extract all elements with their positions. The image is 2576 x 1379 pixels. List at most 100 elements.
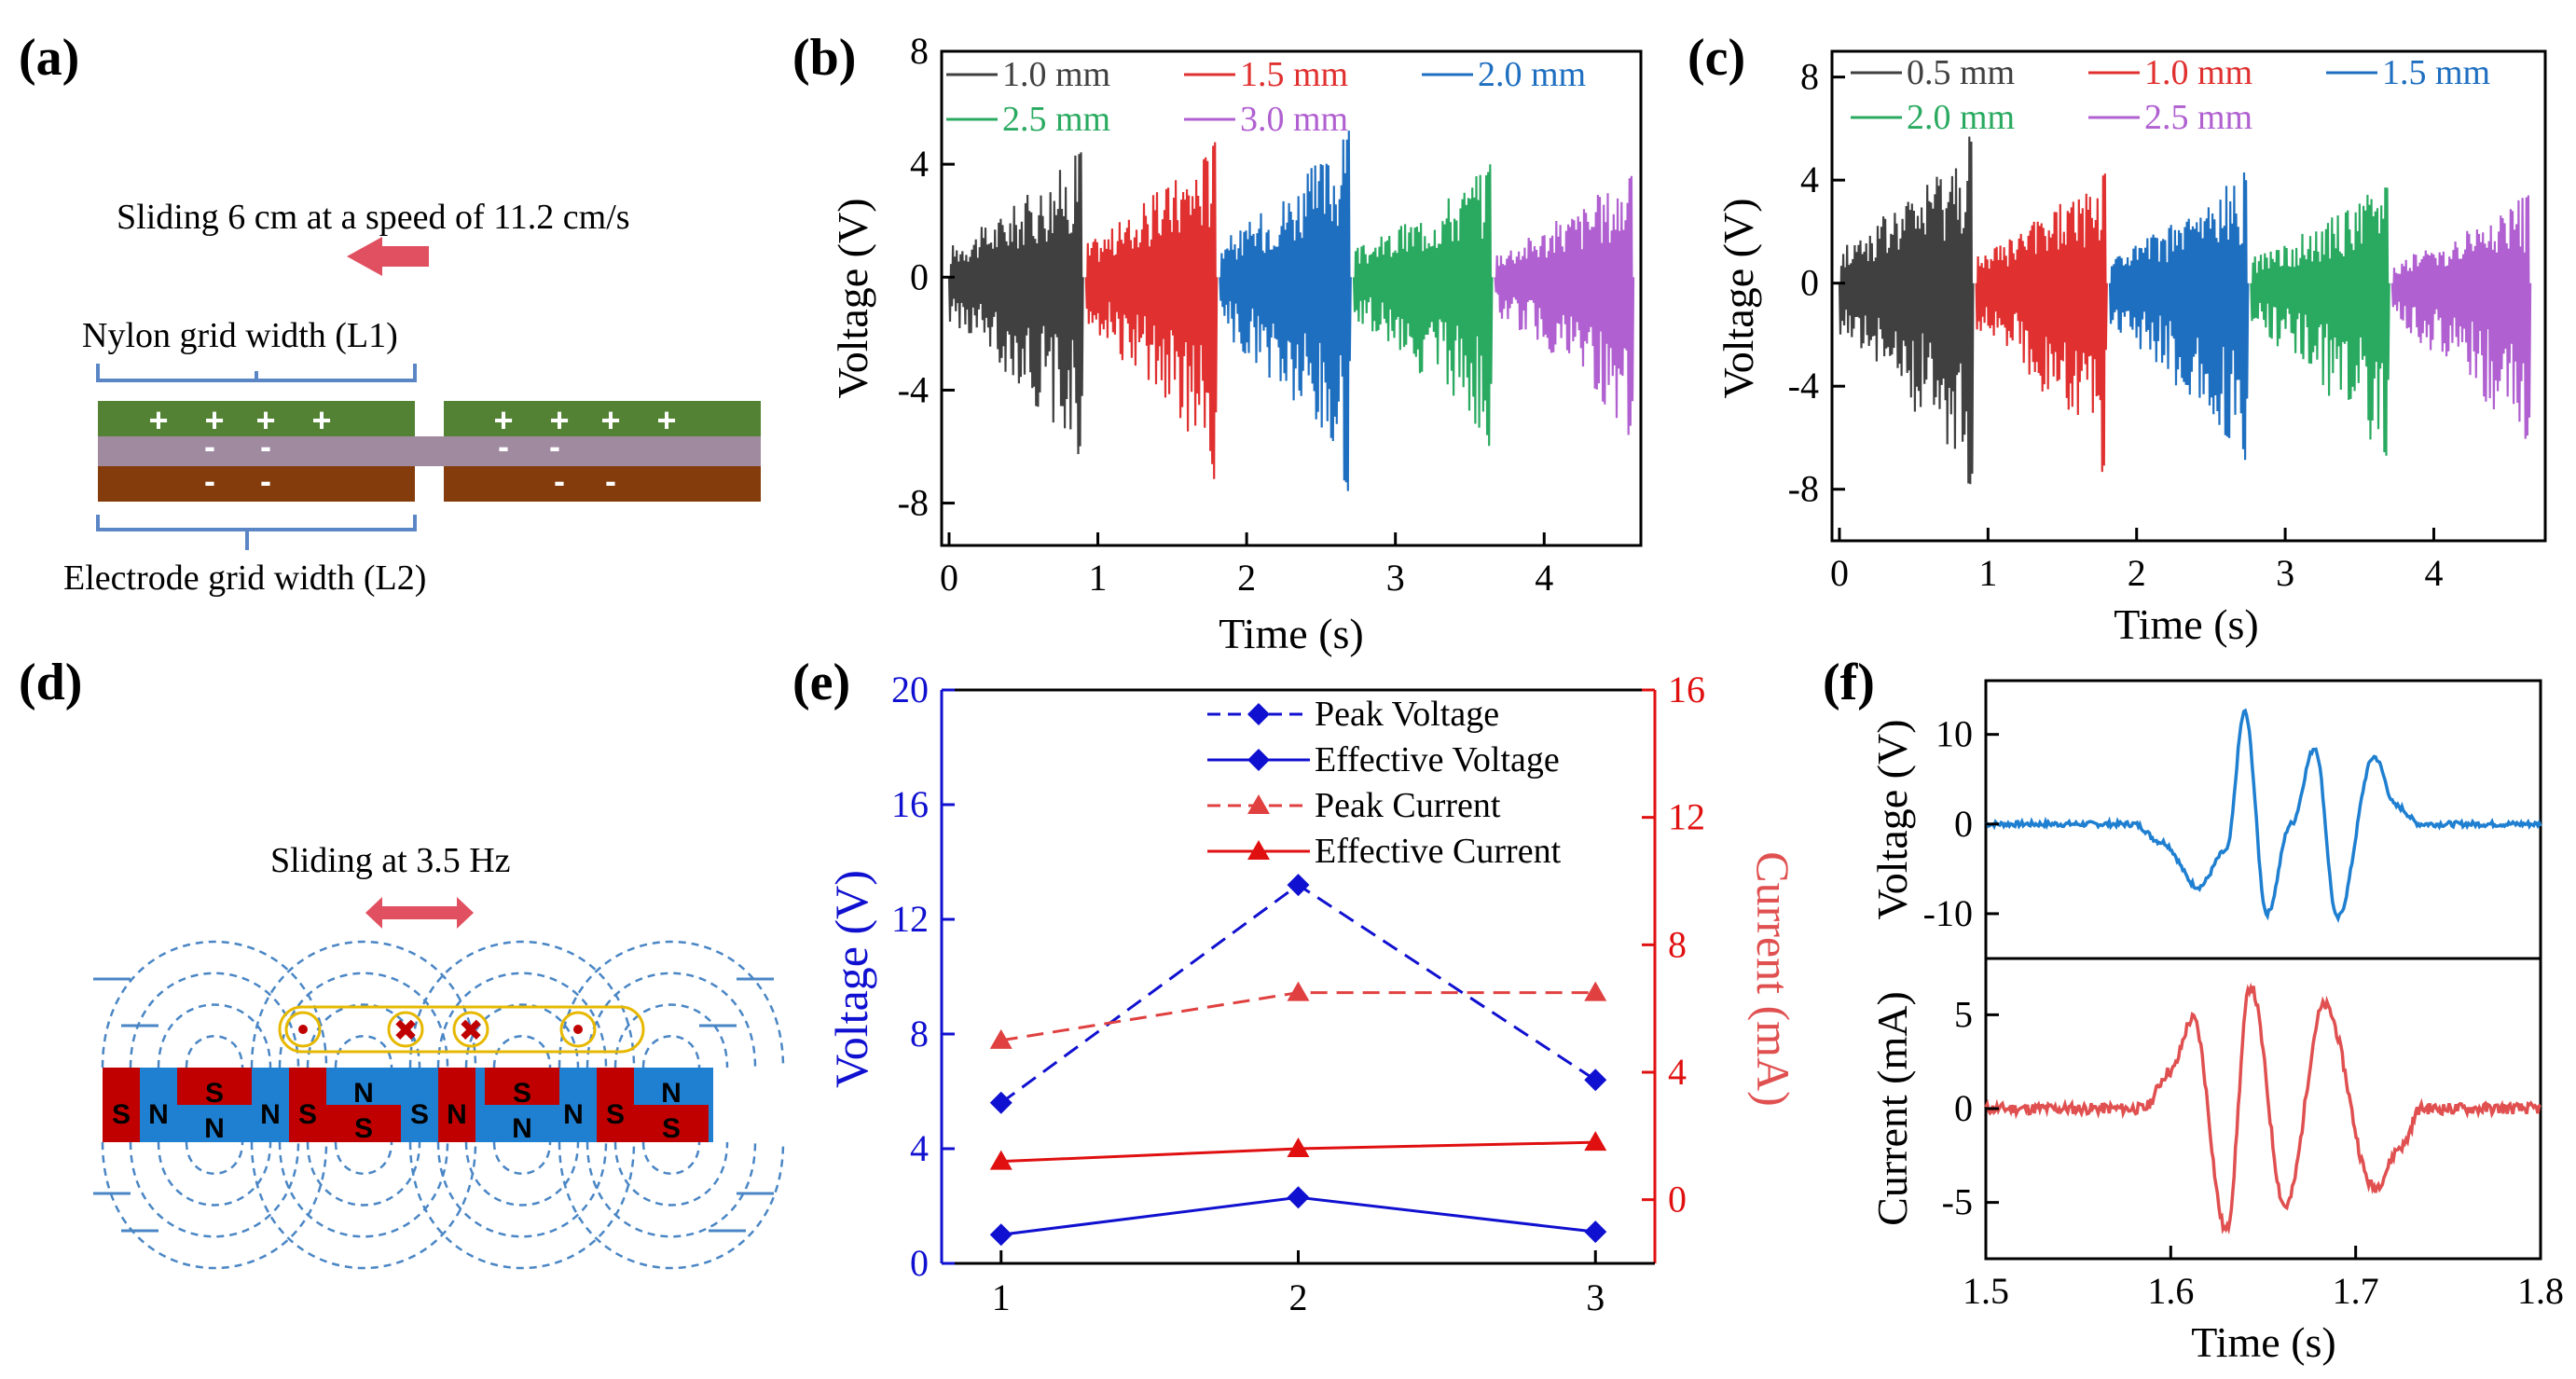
magnet-pole-label: S <box>513 1078 531 1109</box>
legend-label: 1.0 mm <box>1002 55 1110 94</box>
field-line-top <box>129 972 300 1069</box>
axis-xtick-label: 4 <box>2424 552 2443 594</box>
diamond-marker <box>1247 703 1270 725</box>
legend-label-e: Effective Voltage <box>1315 740 1560 779</box>
xtick-label-e: 2 <box>1289 1276 1308 1318</box>
diamond-marker <box>989 1091 1012 1114</box>
series-group-e <box>989 874 1607 1247</box>
axis-ytick-label: 4 <box>910 143 929 185</box>
panel-label-d: (d) <box>19 654 82 711</box>
coil-outline <box>278 1005 645 1054</box>
plus-charge: + <box>493 401 513 439</box>
axis-xtick-label: 3 <box>1386 557 1405 599</box>
field-line-bottom <box>408 1141 636 1270</box>
magnet-pole-label: S <box>298 1099 317 1130</box>
current-in-cross: ✖ <box>393 1013 419 1048</box>
plot-frame-c <box>1830 49 2547 543</box>
axis-ytick-label: 4 <box>1800 159 1819 200</box>
minus-charge: - <box>498 427 509 465</box>
voltage-series-15mm <box>1084 142 1219 479</box>
xtick-label-e: 1 <box>992 1276 1011 1318</box>
ytick-label-right-e: 16 <box>1668 669 1705 710</box>
ytick-label-left-e: 8 <box>910 1013 929 1055</box>
voltage-series-25mm <box>1352 164 1494 447</box>
triangle-marker <box>1584 981 1607 1001</box>
magnet-block <box>438 1068 475 1142</box>
field-line-bottom <box>585 1141 757 1238</box>
f-bottom-xtick-label: 1.8 <box>2517 1270 2564 1312</box>
electrode-right <box>444 466 761 502</box>
chart-c: 0 1 2 3 4 -8 -4 0 4 8 0.5 mm 1.0 mm 1.5 mm 2.0 mm 2.5… <box>1715 49 2547 648</box>
legend-label-e: Effective Current <box>1315 832 1562 871</box>
minus-charge: - <box>554 462 565 500</box>
triangle-marker <box>989 1150 1012 1170</box>
axis-xtick-label: 4 <box>1535 557 1553 599</box>
magnet-pole-label: S <box>410 1099 429 1130</box>
ytick-label-left-e: 4 <box>910 1127 929 1169</box>
magnet-pole-label: N <box>148 1099 169 1130</box>
field-line-bottom <box>492 1141 552 1175</box>
magnet-pole-label: N <box>563 1099 584 1130</box>
voltage-series-30mm <box>1494 175 1635 435</box>
magnet-pole-label: S <box>662 1113 681 1144</box>
magnet-block <box>103 1068 140 1142</box>
plus-charge: + <box>148 401 168 439</box>
axis-xtick-label: 1 <box>1089 557 1108 599</box>
current-trace-f <box>1984 982 2542 1235</box>
y-axis-label-b: Voltage (V) <box>829 198 876 398</box>
legend-c: 0.5 mm 1.0 mm 1.5 mm 2.0 mm 2.5 mm <box>1851 53 2490 137</box>
diamond-marker <box>1584 1069 1607 1092</box>
f-bottom-xtick-label: 1.7 <box>2333 1270 2379 1312</box>
field-line-bottom <box>613 1141 729 1207</box>
legend-label: 1.5 mm <box>1240 55 1348 94</box>
x-axis-label-c: Time (s) <box>2114 600 2259 648</box>
field-line-bottom <box>250 1141 477 1270</box>
ticks-c: 0 1 2 3 4 -8 -4 0 4 8 <box>1788 56 2444 594</box>
coil-dot-ring <box>559 1011 597 1048</box>
f-bottom-ytick-label: 0 <box>1954 1087 1973 1129</box>
magnet-pole-label: S <box>606 1099 625 1130</box>
voltage-series-20mm <box>1219 131 1352 491</box>
triangle-marker <box>1287 1138 1310 1157</box>
field-line-top <box>613 1003 729 1069</box>
field-line-top <box>558 940 785 1069</box>
minus-charge: - <box>204 462 215 500</box>
axis-ytick-label: -4 <box>1788 365 1819 407</box>
voltage-series-10mm <box>1975 173 2108 473</box>
legend-label: 2.5 mm <box>1002 100 1110 139</box>
axis-xtick-label: 0 <box>940 557 958 599</box>
field-line-top <box>306 1003 421 1069</box>
field-line-top <box>334 1035 393 1069</box>
field-line-bottom <box>306 1141 421 1207</box>
plus-charge: + <box>600 401 620 439</box>
plus-charge: + <box>255 401 275 439</box>
axis-ytick-label: 0 <box>910 255 929 297</box>
sliding-text-a: Sliding 6 cm at a speed of 11.2 cm/s <box>117 198 630 237</box>
diagram-d: Sliding at 3.5 Hz ✖ ✖ S NSN N SNS S NSN N SNS <box>93 841 785 1270</box>
panel-label-c: (c) <box>1687 29 1745 87</box>
legend-label: 1.5 mm <box>2382 53 2490 92</box>
field-line-top <box>278 972 449 1069</box>
diamond-marker <box>1287 874 1310 897</box>
minus-charge: - <box>204 427 215 465</box>
ytick-label-left-e: 20 <box>891 669 929 710</box>
axis-ytick-label: -4 <box>898 368 929 410</box>
legend-label: 1.0 mm <box>2144 53 2252 92</box>
legend-label-e: Peak Voltage <box>1315 695 1499 734</box>
nylon-label: Nylon grid width (L1) <box>82 316 398 355</box>
ytick-label-left-e: 12 <box>891 898 929 940</box>
panel-label-a: (a) <box>19 29 79 87</box>
ytick-label-left-e: 16 <box>891 783 929 825</box>
ticks-b: 0 1 2 3 4 -8 -4 0 4 8 <box>898 30 1554 599</box>
field-line-bottom <box>278 1141 449 1238</box>
bidir-arrow-left <box>365 897 382 929</box>
f-top-ytick-label: 10 <box>1935 713 1973 755</box>
legend-label: 2.5 mm <box>2144 98 2252 137</box>
legend-e: Peak Voltage Effective Voltage Peak Curren… <box>1207 695 1562 871</box>
nylon-strip-right <box>444 401 761 436</box>
field-line-top <box>492 1035 552 1069</box>
nylon-bracket <box>96 364 417 382</box>
magnet-pole-label: S <box>112 1099 131 1130</box>
axis-ytick-label: -8 <box>898 482 929 524</box>
